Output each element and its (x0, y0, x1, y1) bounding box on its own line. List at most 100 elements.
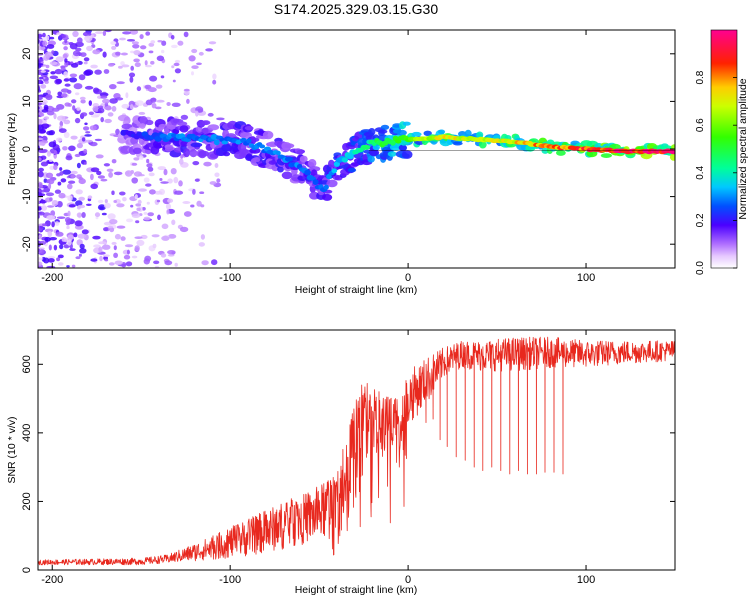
y-tick-label: 20 (21, 48, 33, 60)
spectral-peak (341, 157, 349, 163)
noise-speckle (83, 61, 88, 65)
spectral-halo (198, 150, 210, 157)
noise-speckle (85, 131, 91, 134)
noise-speckle (57, 181, 62, 186)
spectral-peak (284, 156, 293, 162)
colorbar-label: Normalized spectral amplitude (737, 78, 749, 219)
noise-speckle (102, 30, 107, 36)
spectral-halo (222, 151, 231, 157)
noise-speckle (48, 178, 55, 185)
noise-speckle (94, 212, 101, 218)
noise-speckle (89, 141, 98, 147)
snr-series (38, 336, 675, 566)
noise-speckle (38, 157, 42, 161)
noise-speckle (143, 211, 148, 215)
noise-speckle (157, 166, 166, 171)
noise-speckle (72, 50, 81, 57)
noise-speckle (128, 72, 136, 78)
noise-speckle (139, 155, 144, 160)
noise-speckle (75, 189, 83, 195)
spectral-halo (669, 153, 675, 161)
noise-speckle (80, 52, 87, 57)
noise-speckle (101, 244, 111, 250)
noise-speckle (120, 236, 126, 241)
noise-speckle (119, 191, 126, 196)
noise-speckle (67, 183, 73, 190)
spectral-halo (401, 150, 413, 159)
noise-speckle (114, 260, 123, 266)
noise-speckle (81, 137, 86, 142)
noise-speckle (182, 201, 191, 204)
noise-speckle (43, 257, 50, 264)
spectral-peak (221, 140, 229, 145)
noise-speckle (209, 181, 217, 185)
noise-speckle (74, 117, 81, 124)
noise-speckle (108, 171, 113, 178)
noise-speckle (75, 256, 81, 260)
snr-ylabel: SNR (10 * v/v) (6, 416, 18, 483)
noise-speckle (125, 261, 133, 267)
noise-speckle (159, 178, 163, 181)
noise-speckle (55, 231, 64, 237)
noise-speckle (92, 235, 101, 240)
noise-speckle (160, 253, 167, 258)
noise-speckle (79, 243, 85, 250)
noise-speckle (171, 102, 181, 108)
spectral-halo (396, 129, 407, 136)
spectral-halo (556, 149, 566, 156)
noise-speckle (59, 120, 64, 127)
noise-speckle (131, 162, 138, 166)
noise-speckle (153, 190, 163, 195)
noise-speckle (116, 203, 125, 208)
noise-speckle (68, 42, 74, 46)
noise-speckle (45, 64, 50, 69)
noise-speckle (78, 74, 86, 81)
noise-speckle (97, 204, 106, 211)
noise-speckle (85, 203, 92, 206)
noise-speckle (44, 80, 49, 84)
noise-speckle (191, 71, 194, 76)
noise-speckle (100, 95, 108, 99)
noise-speckle (83, 148, 88, 154)
noise-speckle (143, 216, 151, 221)
noise-speckle (121, 64, 130, 68)
noise-speckle (122, 31, 132, 35)
noise-speckle (132, 44, 140, 49)
noise-speckle (143, 258, 150, 265)
noise-speckle (42, 32, 46, 38)
colorbar-tick-label: 0.0 (695, 261, 706, 275)
noise-speckle (179, 226, 189, 233)
noise-speckle (104, 30, 112, 33)
noise-speckle (40, 155, 47, 160)
spectral-halo (387, 151, 397, 157)
noise-speckle (136, 207, 141, 212)
noise-speckle (67, 195, 73, 202)
spectral-peak (362, 144, 371, 150)
noise-speckle (83, 57, 90, 62)
spectral-halo (299, 155, 308, 163)
colorbar-gradient (710, 29, 738, 269)
noise-speckle (51, 221, 55, 228)
noise-speckle (190, 204, 195, 208)
noise-speckle (165, 203, 172, 210)
noise-speckle (76, 106, 81, 111)
noise-speckle (166, 102, 171, 106)
spectral-halo (411, 131, 422, 137)
noise-speckle (84, 134, 92, 137)
noise-speckle (51, 50, 55, 54)
noise-speckle (151, 103, 157, 109)
noise-speckle (120, 52, 128, 56)
noise-speckle (153, 260, 160, 265)
colorbar-ticks: 0.0 0.2 0.4 0.6 0.8 (695, 70, 737, 275)
noise-speckle (48, 141, 57, 148)
x-tick-label: 0 (405, 272, 411, 284)
noise-speckle (38, 195, 42, 202)
noise-speckle (183, 211, 192, 217)
noise-speckle (161, 49, 165, 54)
noise-speckle (126, 218, 133, 223)
noise-speckle (66, 225, 70, 230)
noise-speckle (92, 49, 101, 55)
noise-speckle (128, 100, 135, 107)
spectral-halo (121, 123, 133, 130)
noise-speckle (60, 178, 67, 183)
